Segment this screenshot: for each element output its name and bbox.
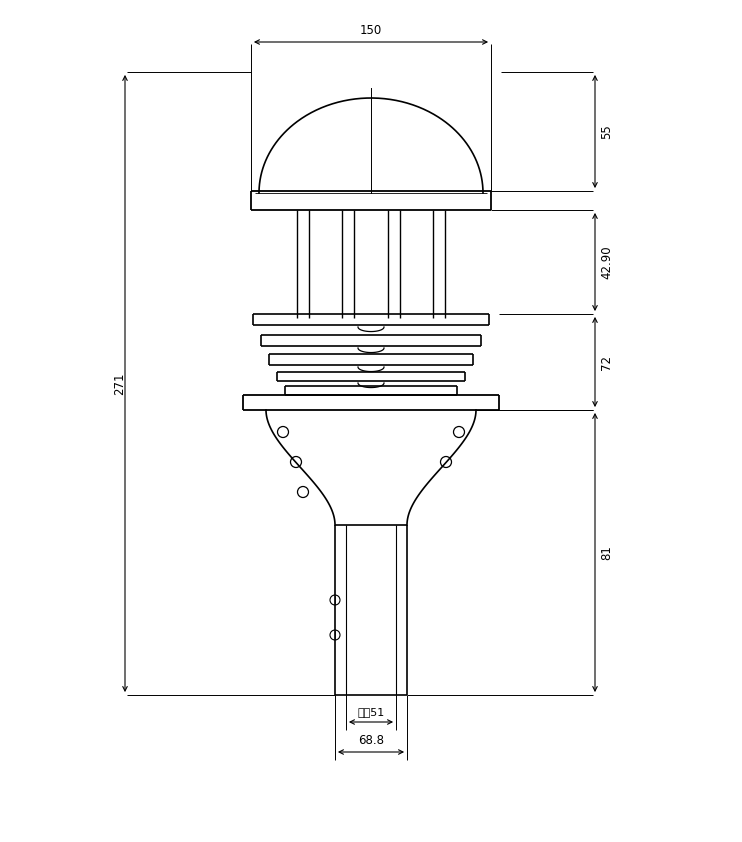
Text: 内弲51: 内弲51 — [358, 707, 384, 717]
Text: 81: 81 — [600, 545, 613, 560]
Text: 72: 72 — [600, 354, 613, 370]
Text: 42.90: 42.90 — [600, 245, 613, 279]
Text: 150: 150 — [360, 24, 382, 37]
Text: 55: 55 — [600, 124, 613, 139]
Text: 271: 271 — [113, 372, 126, 395]
Text: 68.8: 68.8 — [358, 734, 384, 747]
